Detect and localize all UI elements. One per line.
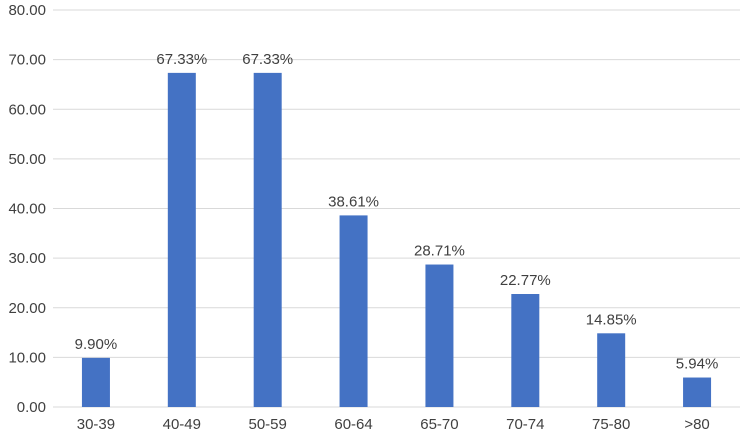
bar [683, 377, 712, 407]
data-label: 28.71% [414, 243, 465, 260]
y-axis-ticks: 0.00 10.00 20.00 30.00 40.00 50.00 60.00 70.00 8… [8, 2, 46, 416]
data-label: 67.33% [242, 51, 293, 68]
data-label: 67.33% [156, 51, 207, 68]
bar [167, 72, 196, 407]
data-label: 9.90% [75, 336, 118, 353]
data-label: 22.77% [500, 272, 551, 289]
x-tick-label: 70-74 [506, 416, 544, 431]
y-tick-label: 10.00 [8, 349, 46, 366]
data-labels: 9.90% 67.33% 67.33% 38.61% 28.71% 22.77% 14.85… [75, 51, 719, 373]
x-tick-label: 75-80 [592, 416, 630, 431]
bar [81, 357, 110, 407]
bar [597, 333, 626, 407]
x-tick-label: 65-70 [420, 416, 458, 431]
bar [511, 294, 540, 407]
x-tick-label: >80 [684, 416, 709, 431]
x-axis-ticks: 30-39 40-49 50-59 60-64 65-70 70-74 75-80 >80 [77, 416, 710, 433]
x-tick-label: 30-39 [77, 416, 115, 431]
x-tick-label: 50-59 [249, 416, 287, 431]
x-tick-label: 60-64 [334, 416, 372, 431]
x-tick-label: 40-49 [163, 416, 201, 431]
gridlines [53, 9, 740, 408]
bar [253, 72, 282, 407]
bar [425, 264, 454, 407]
bars [81, 72, 712, 407]
y-tick-label: 60.00 [8, 101, 46, 118]
y-tick-label: 40.00 [8, 201, 46, 218]
data-label: 5.94% [676, 356, 719, 373]
y-tick-label: 80.00 [8, 2, 46, 19]
y-tick-label: 70.00 [8, 52, 46, 69]
y-tick-label: 0.00 [17, 399, 46, 416]
y-tick-label: 50.00 [8, 151, 46, 168]
y-tick-label: 20.00 [8, 300, 46, 317]
bar [339, 215, 368, 407]
y-tick-label: 30.00 [8, 250, 46, 267]
data-label: 38.61% [328, 193, 379, 210]
data-label: 14.85% [586, 311, 637, 328]
